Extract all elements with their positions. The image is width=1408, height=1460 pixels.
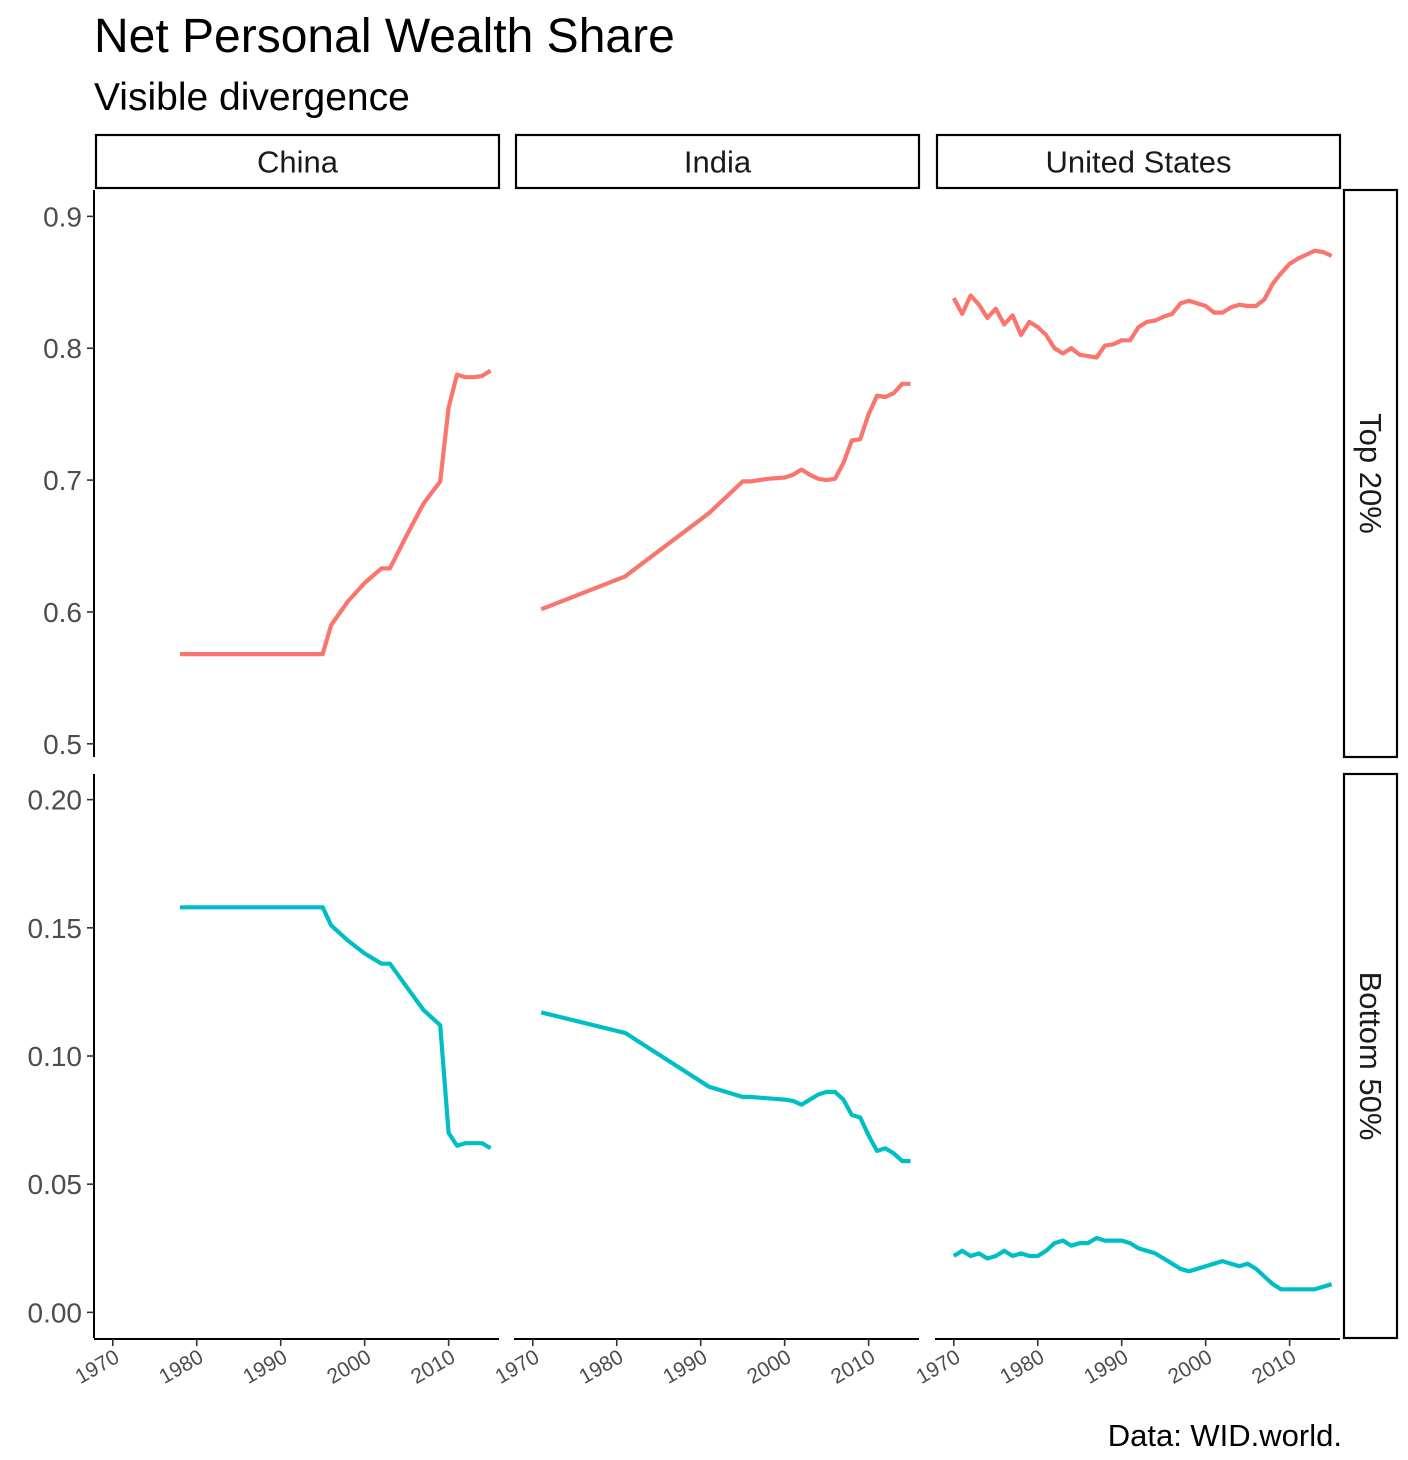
y-tick-label: 0.6 xyxy=(43,597,82,628)
strip-label-top-20: Top 20% xyxy=(1353,413,1388,534)
x-tick-label: 2000 xyxy=(743,1345,795,1388)
strip-bottom-50 xyxy=(1342,772,1399,1340)
strip-china xyxy=(94,133,501,190)
x-tick-label: 1980 xyxy=(155,1345,207,1388)
strip-label-bottom-50: Bottom 50% xyxy=(1353,972,1388,1141)
x-tick-label: 1980 xyxy=(575,1345,627,1388)
x-tick-label: 1970 xyxy=(912,1345,964,1388)
series-line-india-top-20 xyxy=(540,381,911,612)
y-tick-label: 0.15 xyxy=(28,913,83,944)
series-line-india-bottom-50 xyxy=(540,1010,911,1164)
strip-top-20 xyxy=(1342,188,1399,759)
y-tick-label: 0.20 xyxy=(28,785,83,816)
y-tick-label: 0.5 xyxy=(43,729,82,760)
x-tick-label: 1970 xyxy=(491,1345,543,1388)
chart-subtitle: Visible divergence xyxy=(94,76,410,119)
x-tick-label: 1990 xyxy=(659,1345,711,1388)
x-tick-label: 2000 xyxy=(1164,1345,1216,1388)
x-tick-label: 2010 xyxy=(827,1345,879,1388)
x-tick-label: 1970 xyxy=(71,1345,123,1388)
x-tick-label: 1980 xyxy=(996,1345,1048,1388)
y-tick-label: 0.10 xyxy=(28,1041,83,1072)
strip-label-china: China xyxy=(257,145,339,180)
chart-caption: Data: WID.world. xyxy=(1108,1418,1342,1453)
strip-united-states xyxy=(935,133,1342,190)
x-tick-label: 1990 xyxy=(239,1345,291,1388)
series-line-united-states-bottom-50 xyxy=(952,1235,1333,1292)
y-tick-label: 0.05 xyxy=(28,1169,83,1200)
x-tick-label: 2000 xyxy=(323,1345,375,1388)
series-line-china-top-20 xyxy=(180,368,492,657)
strip-label-united-states: United States xyxy=(1045,145,1231,180)
y-tick-label: 0.8 xyxy=(43,333,82,364)
x-tick-label: 1990 xyxy=(1080,1345,1132,1388)
strip-india xyxy=(514,133,921,190)
series-line-china-bottom-50 xyxy=(180,905,492,1151)
y-tick-label: 0.9 xyxy=(43,201,82,232)
x-tick-label: 2010 xyxy=(407,1345,459,1388)
x-tick-label: 2010 xyxy=(1248,1345,1300,1388)
series-line-united-states-top-20 xyxy=(951,248,1333,360)
panel-grid: China India United States Top 20% Bottom 50%… xyxy=(28,133,1399,1389)
y-tick-label: 0.00 xyxy=(28,1297,83,1328)
strip-label-india: India xyxy=(684,145,752,180)
y-tick-label: 0.7 xyxy=(43,465,82,496)
chart-title: Net Personal Wealth Share xyxy=(94,10,675,63)
